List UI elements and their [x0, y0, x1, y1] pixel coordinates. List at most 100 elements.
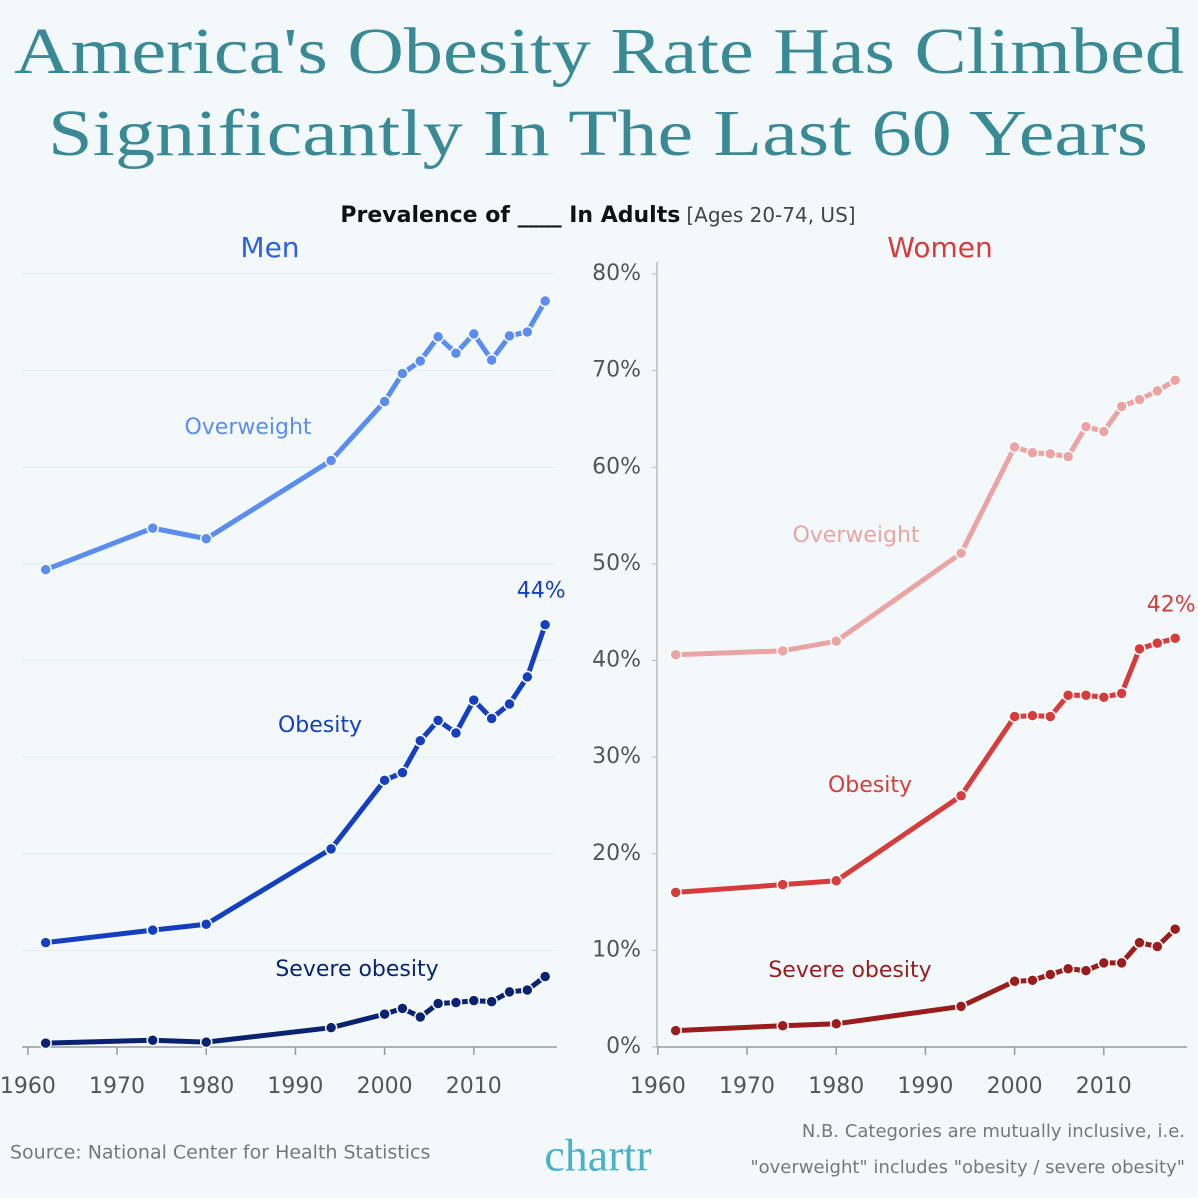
point — [1133, 393, 1146, 406]
y-tick-label: 60% — [592, 454, 641, 479]
point — [431, 997, 445, 1010]
point — [954, 546, 968, 560]
point — [449, 996, 463, 1009]
point — [954, 789, 968, 803]
point — [1044, 447, 1057, 460]
value-label: 42% — [1147, 592, 1196, 617]
series-label: Severe obesity — [275, 957, 438, 982]
point — [521, 325, 534, 339]
point — [396, 1002, 409, 1015]
y-tick-label: 30% — [592, 744, 641, 769]
point — [467, 693, 481, 707]
series-line — [675, 635, 1176, 895]
x-tick-label: 2010 — [1076, 1074, 1132, 1099]
series-label: Overweight — [792, 523, 919, 548]
point — [1115, 956, 1128, 970]
point — [1026, 974, 1039, 987]
point — [199, 918, 213, 931]
point — [1168, 922, 1182, 936]
point — [1168, 374, 1182, 387]
point — [1097, 425, 1111, 438]
point — [1008, 440, 1021, 454]
x-tick-label: 1990 — [267, 1074, 323, 1099]
point — [414, 1010, 427, 1024]
subtitle-main: Prevalence of ____ In Adults — [340, 203, 680, 228]
point — [776, 1019, 789, 1032]
y-tick-label: 50% — [592, 551, 641, 576]
x-tick-label: 1960 — [0, 1074, 56, 1099]
point — [503, 329, 516, 343]
point — [1026, 446, 1039, 460]
point — [146, 1033, 159, 1047]
point — [1168, 632, 1182, 645]
title-line: Significantly In The Last 60 Years — [48, 97, 1148, 170]
point — [1079, 964, 1093, 977]
point — [378, 395, 391, 408]
point — [1044, 710, 1057, 723]
point — [1133, 936, 1146, 949]
x-tick-label: 1960 — [630, 1074, 686, 1099]
x-tick-label: 2010 — [446, 1074, 502, 1099]
point — [467, 327, 481, 341]
point — [1115, 687, 1128, 700]
point — [414, 354, 427, 368]
point — [467, 994, 481, 1007]
point — [669, 886, 682, 899]
y-tick-label: 70% — [592, 358, 641, 383]
point — [521, 983, 534, 997]
logo: chartr — [544, 1130, 651, 1181]
point — [954, 1000, 968, 1013]
point — [378, 1007, 391, 1021]
point — [1079, 689, 1093, 702]
y-tick-label: 20% — [592, 841, 641, 866]
series-label: Obesity — [278, 713, 362, 738]
point — [146, 521, 159, 535]
point — [485, 353, 498, 367]
subtitle-note: [Ages 20-74, US] — [686, 203, 855, 227]
point — [146, 923, 159, 937]
x-tick-label: 2000 — [987, 1074, 1043, 1099]
point — [39, 1036, 52, 1050]
point — [503, 985, 516, 999]
y-tick-label: 10% — [592, 937, 641, 962]
point — [485, 712, 498, 725]
point — [39, 563, 52, 576]
point — [1151, 636, 1164, 650]
point — [431, 714, 445, 727]
point — [1044, 968, 1057, 981]
point — [1115, 400, 1128, 413]
point — [1061, 962, 1075, 975]
point — [414, 734, 427, 747]
point — [199, 1035, 213, 1049]
point — [396, 766, 409, 779]
panel-title: Men — [240, 231, 299, 264]
point — [829, 1017, 843, 1031]
y-tick-label: 80% — [592, 261, 641, 286]
series-label: Obesity — [828, 773, 912, 798]
point — [485, 995, 498, 1008]
series-label: Overweight — [184, 415, 311, 440]
point — [1133, 642, 1146, 656]
point — [538, 618, 552, 631]
point — [1026, 709, 1039, 722]
point — [1151, 384, 1164, 398]
point — [829, 874, 843, 888]
point — [1008, 975, 1021, 988]
point — [1097, 690, 1111, 704]
x-tick-label: 2000 — [357, 1074, 413, 1099]
x-tick-label: 1970 — [89, 1074, 145, 1099]
point — [503, 697, 516, 711]
point — [396, 367, 409, 380]
point — [39, 936, 52, 949]
point — [538, 970, 552, 983]
x-tick-label: 1980 — [808, 1074, 864, 1099]
point — [324, 1021, 338, 1034]
x-tick-label: 1970 — [719, 1074, 775, 1099]
point — [378, 774, 391, 787]
point — [521, 670, 534, 684]
point — [669, 648, 682, 661]
point — [324, 454, 338, 467]
subtitle: Prevalence of ____ In Adults [Ages 20-74,… — [340, 203, 855, 229]
